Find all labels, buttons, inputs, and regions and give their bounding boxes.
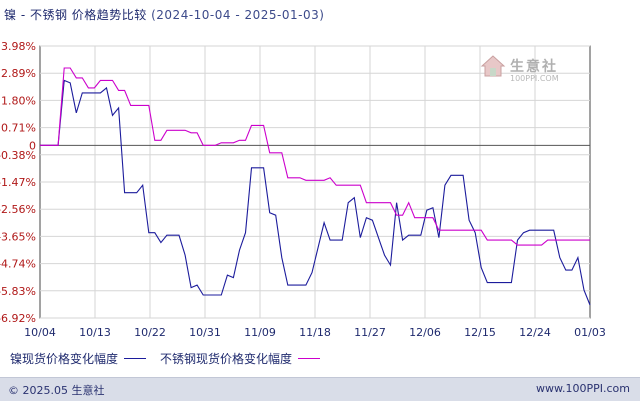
watermark-url: 100PPI.COM xyxy=(510,74,559,83)
series-line-nickel xyxy=(40,79,591,306)
legend-label-stainless: 不锈钢现货价格变化幅度 xyxy=(160,352,293,366)
y-tick-label: -3.65% xyxy=(0,230,36,243)
y-tick-label: 3.98% xyxy=(1,40,36,53)
y-tick-label: -1.47% xyxy=(0,176,36,189)
x-tick-label: 10/31 xyxy=(189,326,221,339)
y-tick-label: -6.92% xyxy=(0,312,36,325)
y-axis-ticks: 3.98% 2.89% 1.80% 0.71% 0-0.38% -1.47% -2.56% -… xyxy=(0,40,36,325)
y-tick-label: -5.83% xyxy=(0,285,36,298)
chart-title: 镍 - 不锈钢 价格趋势比较 (2024-10-04 - 2025-01-03) xyxy=(4,6,324,23)
footer-copyright: © 2025.05 生意社 xyxy=(8,384,105,397)
legend-item-nickel: 镍现货价格变化幅度 xyxy=(10,350,152,367)
house-logo-icon xyxy=(480,55,506,77)
y-tick-label: -0.38% xyxy=(0,149,36,162)
x-axis-ticks: 10/04 10/13 10/22 10/31 11/09 11/18 11/27 12/06… xyxy=(24,326,606,339)
x-tick-label: 12/06 xyxy=(409,326,441,339)
x-tick-label: 01/03 xyxy=(574,326,606,339)
y-tick-label: 0 xyxy=(29,139,36,152)
chart-title-main: 镍 - 不锈钢 价格趋势比较 xyxy=(4,8,147,22)
legend-item-stainless: 不锈钢现货价格变化幅度 xyxy=(160,350,326,367)
grid xyxy=(40,45,590,319)
legend-swatch-nickel xyxy=(124,358,147,359)
y-tick-label: -4.74% xyxy=(0,258,36,271)
series-lines xyxy=(40,67,591,306)
x-tick-label: 12/24 xyxy=(519,326,551,339)
x-tick-label: 11/18 xyxy=(299,326,331,339)
x-tick-label: 12/15 xyxy=(464,326,496,339)
x-tick-label: 11/09 xyxy=(244,326,276,339)
series-line-stainless xyxy=(40,67,590,246)
x-tick-label: 10/13 xyxy=(79,326,111,339)
x-tick-label: 10/22 xyxy=(134,326,166,339)
y-tick-label: 2.89% xyxy=(1,67,36,80)
legend: 镍现货价格变化幅度 不锈钢现货价格变化幅度 xyxy=(10,350,334,367)
y-tick-label: -2.56% xyxy=(0,203,36,216)
legend-label-nickel: 镍现货价格变化幅度 xyxy=(10,352,119,366)
x-tick-label: 11/27 xyxy=(354,326,386,339)
legend-swatch-stainless xyxy=(298,358,321,359)
x-tick-label: 10/04 xyxy=(24,326,56,339)
chart-title-range: (2024-10-04 - 2025-01-03) xyxy=(151,8,325,22)
y-tick-label: 0.71% xyxy=(1,122,36,135)
footer-bar: © 2025.05 生意社 www.100PPI.com xyxy=(0,377,640,401)
footer-url[interactable]: www.100PPI.com xyxy=(536,382,630,395)
y-tick-label: 1.80% xyxy=(1,94,36,107)
watermark-name: 生意社 xyxy=(510,59,558,75)
